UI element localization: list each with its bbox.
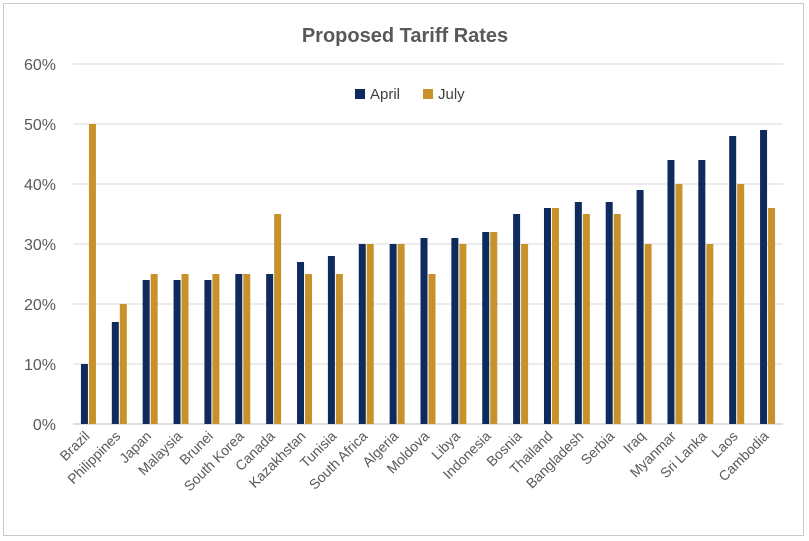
bar-july-bangladesh [582, 214, 590, 424]
bar-april-iraq [636, 190, 644, 424]
bar-july-malaysia [181, 274, 189, 424]
legend: April July [355, 86, 465, 103]
y-tick-label: 40% [24, 177, 56, 194]
bar-april-thailand [543, 208, 551, 424]
bar-july-tunisia [335, 274, 343, 424]
bar-april-japan [142, 280, 150, 424]
bar-april-kazakhstan [297, 262, 305, 424]
bar-july-south-korea [243, 274, 251, 424]
bar-april-brazil [80, 364, 88, 424]
bar-april-bangladesh [574, 202, 582, 424]
bar-july-brunei [212, 274, 220, 424]
bar-april-brunei [204, 280, 212, 424]
bar-april-algeria [389, 244, 397, 424]
bar-july-japan [150, 274, 158, 424]
bar-april-malaysia [173, 280, 181, 424]
bar-july-south-africa [366, 244, 374, 424]
bar-july-canada [274, 214, 282, 424]
legend-label-april: April [370, 86, 400, 103]
y-tick-label: 0% [33, 417, 56, 434]
bar-july-algeria [397, 244, 405, 424]
bars [80, 124, 776, 424]
bar-july-libya [459, 244, 467, 424]
legend-swatch-july [423, 89, 433, 99]
bar-april-libya [451, 238, 459, 424]
chart-title: Proposed Tariff Rates [302, 25, 508, 47]
bar-april-laos [729, 136, 737, 424]
bar-july-iraq [644, 244, 652, 424]
legend-label-july: July [438, 86, 465, 103]
y-tick-label: 20% [24, 297, 56, 314]
y-tick-label: 10% [24, 357, 56, 374]
bar-april-south-africa [358, 244, 366, 424]
x-tick-label: Serbia [577, 428, 617, 468]
bar-july-sri-lanka [706, 244, 714, 424]
bar-july-thailand [551, 208, 559, 424]
bar-july-kazakhstan [305, 274, 313, 424]
bar-april-cambodia [760, 130, 768, 424]
bar-july-brazil [88, 124, 96, 424]
bar-july-philippines [119, 304, 127, 424]
legend-swatch-april [355, 89, 365, 99]
y-tick-label: 30% [24, 237, 56, 254]
y-axis: 0% 10% 20% 30% 40% 50% 60% [24, 57, 56, 434]
grid-lines [73, 63, 783, 425]
bar-april-tunisia [327, 256, 335, 424]
bar-april-sri-lanka [698, 160, 706, 424]
bar-april-canada [266, 274, 274, 424]
bar-april-bosnia [513, 214, 521, 424]
bar-april-serbia [605, 202, 613, 424]
bar-july-moldova [428, 274, 436, 424]
bar-july-indonesia [490, 232, 498, 424]
y-tick-label: 60% [24, 57, 56, 74]
bar-april-myanmar [667, 160, 675, 424]
bar-july-bosnia [521, 244, 529, 424]
bar-april-south-korea [235, 274, 243, 424]
bar-april-philippines [111, 322, 119, 424]
bar-april-indonesia [482, 232, 490, 424]
bar-july-myanmar [675, 184, 683, 424]
bar-july-cambodia [768, 208, 776, 424]
x-axis: BrazilPhilippinesJapanMalaysiaBruneiSout… [56, 428, 771, 495]
bar-april-moldova [420, 238, 428, 424]
bar-july-serbia [613, 214, 621, 424]
y-tick-label: 50% [24, 117, 56, 134]
bar-july-laos [737, 184, 745, 424]
